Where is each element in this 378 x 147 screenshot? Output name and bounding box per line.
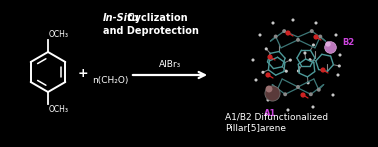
Point (283, 70, 289, 72)
Point (305, 82, 311, 84)
Point (317, 35, 323, 38)
Point (287, 59, 293, 61)
Point (274, 89, 280, 91)
Point (282, 93, 288, 95)
Point (310, 106, 316, 108)
Point (296, 70, 302, 72)
Text: A1: A1 (264, 109, 276, 118)
Text: B2: B2 (342, 37, 354, 46)
Point (307, 59, 313, 61)
Point (269, 92, 275, 94)
Point (295, 86, 301, 88)
Point (313, 22, 319, 24)
Point (273, 35, 279, 38)
Text: AlBr₃: AlBr₃ (159, 60, 181, 69)
Point (302, 52, 308, 54)
Point (325, 43, 331, 45)
Point (327, 46, 333, 48)
Point (310, 44, 316, 46)
Point (308, 93, 314, 95)
Text: In-Situ: In-Situ (103, 13, 139, 23)
Text: and Deprotection: and Deprotection (103, 26, 199, 36)
Point (300, 94, 306, 96)
Point (267, 56, 273, 58)
Point (337, 54, 343, 56)
Point (285, 32, 291, 34)
Text: OCH₃: OCH₃ (49, 105, 69, 114)
Point (316, 89, 322, 91)
Text: A1/B2 Difunctionalized: A1/B2 Difunctionalized (225, 112, 328, 121)
Point (320, 69, 326, 71)
Point (265, 99, 271, 101)
Text: +: + (78, 66, 88, 80)
Point (263, 48, 269, 50)
Text: OCH₃: OCH₃ (49, 30, 69, 39)
Point (335, 74, 341, 76)
Text: n(CH₂O): n(CH₂O) (92, 76, 128, 85)
Point (257, 34, 263, 36)
Point (266, 88, 272, 90)
Point (250, 59, 256, 61)
Point (295, 39, 301, 41)
Point (330, 94, 336, 96)
Point (285, 109, 291, 111)
Point (333, 34, 339, 36)
Point (309, 30, 315, 32)
Point (265, 74, 271, 76)
Point (260, 71, 266, 74)
Text: Pillar[5]arene: Pillar[5]arene (225, 123, 286, 132)
Point (253, 79, 259, 81)
Point (313, 36, 319, 38)
Point (336, 65, 342, 67)
Point (281, 30, 287, 32)
Point (270, 22, 276, 24)
Point (290, 19, 296, 21)
Text: Cyclization: Cyclization (124, 13, 187, 23)
